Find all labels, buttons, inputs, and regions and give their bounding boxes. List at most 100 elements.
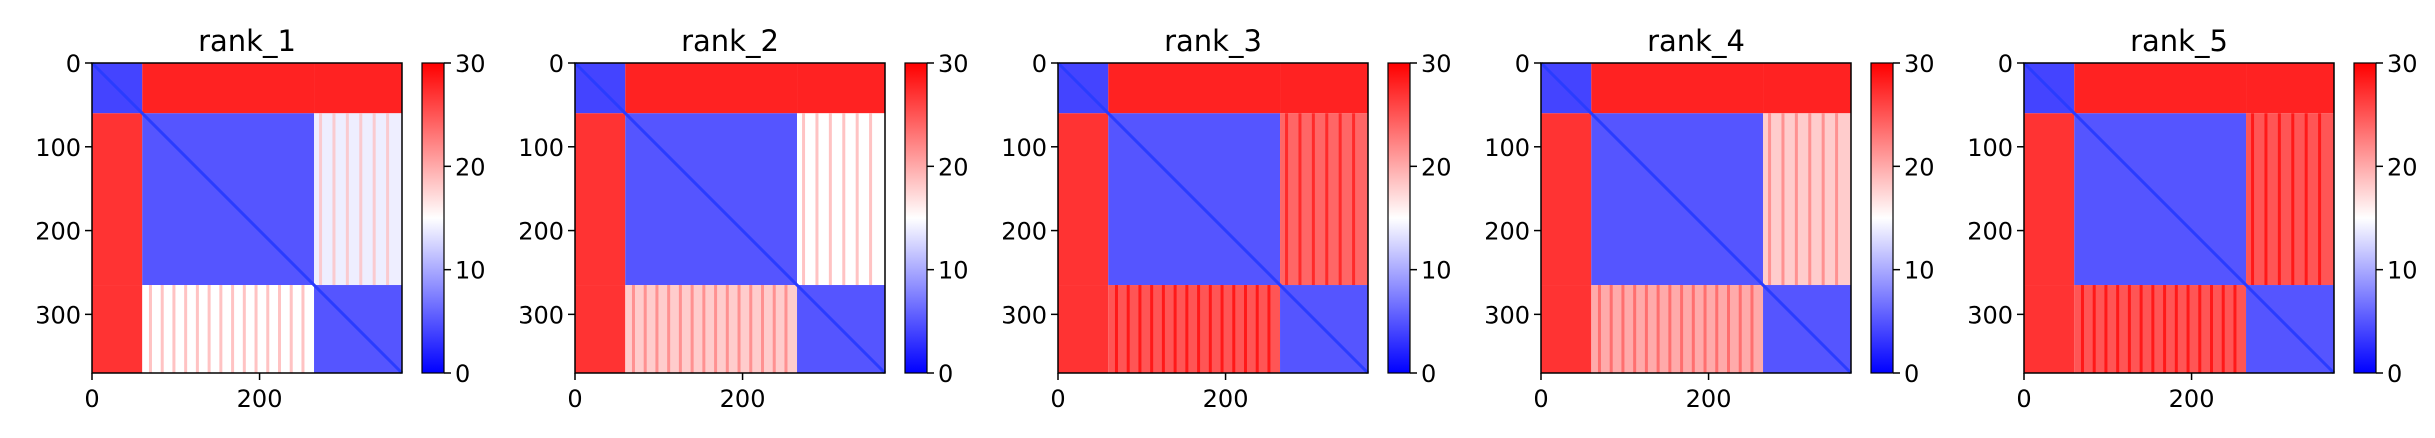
heatmap-panel: rank_5 0 100 200 300 0 200 0 10 20 30	[1967, 24, 2417, 413]
heatmap-stripe	[2277, 113, 2281, 286]
heatmap-stripe	[1668, 285, 1672, 373]
axes-frame	[1540, 62, 1852, 374]
heatmap-block	[2024, 113, 2075, 286]
colorbar-tick-label: 0	[455, 360, 470, 388]
heatmap-stripe	[714, 285, 718, 373]
heatmap-stripe	[1727, 285, 1730, 373]
heatmap-diagonal	[1056, 61, 1370, 375]
heatmap-stripe	[1750, 285, 1754, 373]
heatmap-stripe	[725, 285, 729, 373]
colorbar	[1387, 62, 1411, 374]
colorbar-tick-label: 10	[1421, 257, 1452, 285]
heatmap-stripe	[2139, 285, 2143, 373]
x-tick-label: 0	[567, 385, 582, 413]
colorbar-tick-label: 20	[455, 153, 486, 181]
heatmap-stripe	[802, 113, 806, 286]
heatmap-diagonal	[573, 61, 887, 375]
heatmap-block	[575, 285, 626, 373]
heatmap-stripe	[678, 285, 682, 373]
x-tick-label: 200	[720, 385, 766, 413]
heatmap-block	[1591, 285, 1764, 373]
heatmap-stripe	[1794, 113, 1798, 286]
colorbar-tick-label: 10	[938, 257, 969, 285]
heatmap-panel: rank_2 0 100 200 300 0 200 0 10 20 30	[518, 24, 968, 413]
heatmap-stripe	[1703, 285, 1707, 373]
heatmap-block	[2074, 63, 2247, 114]
heatmap-block	[1541, 113, 1592, 286]
y-tick-label: 100	[35, 134, 81, 162]
heatmap-stripe	[184, 285, 188, 373]
heatmap-stripe	[772, 285, 776, 373]
y-tick-label: 200	[1967, 218, 2013, 246]
heatmap-stripe	[359, 113, 363, 286]
heatmap-stripe	[345, 113, 349, 286]
heatmap-stripe	[1255, 285, 1259, 373]
heatmap-stripe	[195, 285, 199, 373]
colorbar	[904, 62, 928, 374]
heatmap-stripe	[655, 285, 659, 373]
heatmap-stripe	[1208, 285, 1212, 373]
heatmap-block	[1591, 63, 1764, 114]
colorbar-tick-label: 0	[1904, 360, 1919, 388]
heatmap-stripe	[2251, 113, 2255, 286]
heatmap-stripe	[278, 285, 281, 373]
colorbar	[421, 62, 445, 374]
heatmap-stripe	[1311, 113, 1315, 286]
heatmap-stripe	[148, 285, 152, 373]
heatmap-stripe	[1285, 113, 1289, 286]
heatmap-stripe	[1173, 285, 1177, 373]
x-tick-label: 200	[237, 385, 283, 413]
heatmap-stripe	[386, 113, 390, 286]
heatmap-stripe	[1197, 285, 1201, 373]
y-tick-label: 100	[1967, 134, 2013, 162]
heatmap-stripe	[2186, 285, 2190, 373]
heatmap-stripe	[2318, 113, 2322, 286]
heatmap-block	[142, 63, 315, 114]
heatmap-stripe	[1691, 285, 1695, 373]
x-tick-label: 200	[1203, 385, 1249, 413]
heatmap-stripe	[855, 113, 859, 286]
colorbar-tick-label: 0	[938, 360, 953, 388]
heatmap-stripe	[1126, 285, 1130, 373]
heatmap-stripe	[2116, 285, 2120, 373]
heatmap-stripe	[690, 285, 694, 373]
heatmap-block	[92, 113, 143, 286]
heatmap-stripe	[2291, 113, 2295, 286]
heatmap-stripe	[667, 285, 671, 373]
heatmap-stripe	[1244, 285, 1247, 373]
heatmap-stripe	[631, 285, 635, 373]
panel-title: rank_2	[681, 24, 779, 58]
heatmap-stripe	[643, 285, 647, 373]
heatmap-stripe	[254, 285, 258, 373]
colorbar-tick-label: 20	[1904, 153, 1935, 181]
heatmap-stripe	[2174, 285, 2178, 373]
x-tick-label: 0	[84, 385, 99, 413]
y-tick-label: 0	[66, 50, 81, 78]
heatmap-block	[142, 285, 315, 373]
x-tick-label: 0	[1050, 385, 1065, 413]
colorbar-tick-label: 20	[1421, 153, 1452, 181]
heatmap-stripe	[2233, 285, 2237, 373]
heatmap-image	[90, 61, 404, 375]
heatmap-stripe	[332, 113, 336, 286]
heatmap-stripe	[1325, 113, 1329, 286]
heatmap-stripe	[1138, 285, 1142, 373]
y-tick-label: 300	[1001, 301, 1047, 329]
y-tick-label: 0	[1998, 50, 2013, 78]
heatmap-stripe	[1738, 285, 1742, 373]
heatmap-diagonal	[1539, 61, 1853, 375]
axes-frame	[2023, 62, 2335, 374]
heatmap-stripe	[2092, 285, 2096, 373]
y-tick-label: 0	[1032, 50, 1047, 78]
heatmap-stripe	[1656, 285, 1660, 373]
heatmap-stripe	[301, 285, 305, 373]
colorbar-tick-label: 10	[1904, 257, 1935, 285]
heatmap-block	[2074, 285, 2247, 373]
y-tick-label: 300	[35, 301, 81, 329]
y-tick-label: 300	[518, 301, 564, 329]
heatmap-block	[1108, 285, 1281, 373]
x-tick-label: 200	[2169, 385, 2215, 413]
heatmap-image	[1056, 61, 1370, 375]
colorbar-tick-label: 0	[2387, 360, 2402, 388]
